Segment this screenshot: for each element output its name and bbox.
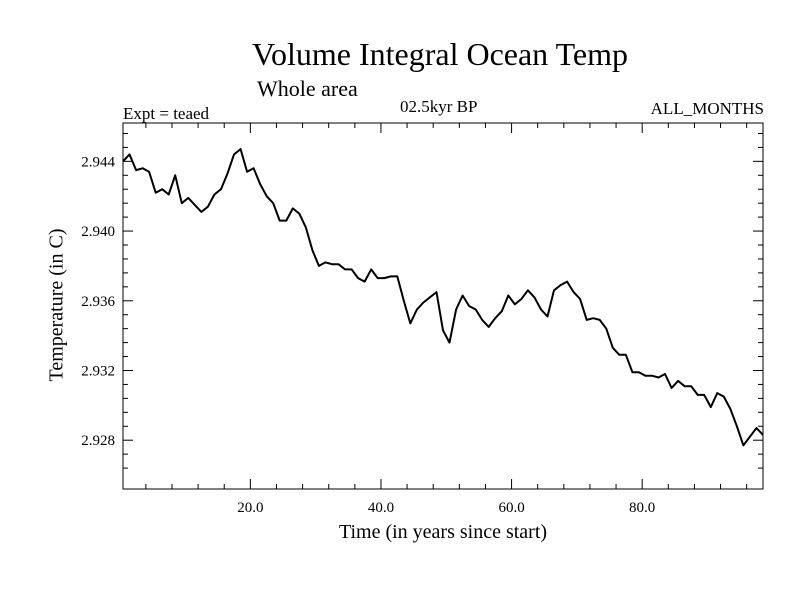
experiment-label: Expt = teaed (123, 104, 210, 123)
x-tick-label: 80.0 (629, 500, 655, 516)
y-tick-label: 2.932 (81, 363, 115, 379)
months-label: ALL_MONTHS (650, 99, 764, 118)
x-tick-label: 60.0 (498, 500, 524, 516)
y-axis-label: Temperature (in C) (45, 228, 68, 382)
y-tick-label: 2.936 (81, 294, 115, 310)
period-label: 02.5kyr BP (400, 97, 478, 116)
major-ticks (123, 123, 763, 489)
y-tick-label: 2.940 (81, 224, 115, 240)
chart-title: Volume Integral Ocean Temp (251, 36, 628, 72)
x-tick-label: 20.0 (237, 500, 263, 516)
x-tick-label: 40.0 (368, 500, 394, 516)
tick-labels: 20.0 40.0 60.0 80.0 2.928 2.932 2.936 2.940 2.94… (81, 154, 655, 516)
plot-frame (122, 122, 764, 490)
x-axis-label: Time (in years since start) (338, 521, 548, 543)
chart-subtitle: Whole area (257, 76, 358, 101)
temperature-series-line (122, 148, 764, 447)
y-tick-label: 2.928 (81, 433, 115, 449)
y-tick-label: 2.944 (81, 154, 115, 170)
minor-ticks (123, 123, 763, 489)
